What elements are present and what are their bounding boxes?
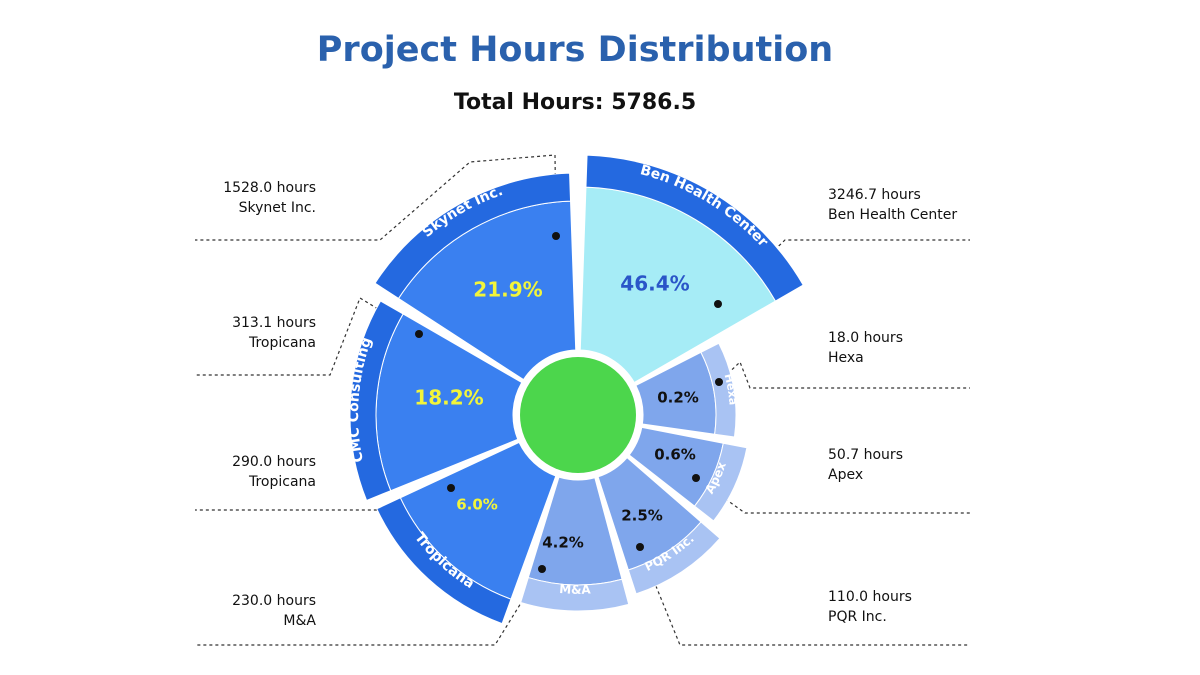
slice-band-m-a <box>520 576 630 612</box>
leader-dot-8 <box>552 232 560 240</box>
pct-label-ben-health-center: 46.4% <box>620 272 689 296</box>
pct-label-skynet-inc: 21.9% <box>473 278 542 302</box>
callout-label-hexa: 18.0 hours Hexa <box>828 330 903 366</box>
callout-label-ben-health-center: 3246.7 hours Ben Health Center <box>828 187 958 223</box>
leader-line-6 <box>195 487 452 511</box>
leader-dot-5 <box>538 565 546 573</box>
band-label-m-a: M&A <box>559 582 592 597</box>
leader-dot-6 <box>447 484 455 492</box>
slice-band-hexa <box>700 342 737 438</box>
slice-band-pqr-inc <box>627 521 721 595</box>
pct-label-pqr-inc: 2.5% <box>621 507 663 525</box>
slice-band-skynet-inc <box>374 172 572 300</box>
pct-label-apex: 0.6% <box>654 446 696 464</box>
slice-band-apex <box>693 442 748 522</box>
leader-dot-7 <box>415 330 423 338</box>
callout-label-apex: 50.7 hours Apex <box>828 447 903 483</box>
callout-label-tropicana-290: 290.0 hours Tropicana <box>232 454 316 490</box>
slice-band-ben-health-center <box>585 154 804 302</box>
chart-subtitle: Total Hours: 5786.5 <box>453 90 697 115</box>
center-circle <box>520 357 636 473</box>
pct-label-m-a: 4.2% <box>542 534 584 552</box>
slice-band-tropicana <box>376 497 512 625</box>
pct-label-cmc-consulting: 18.2% <box>414 386 483 410</box>
leader-dot-2 <box>715 378 723 386</box>
leader-dot-3 <box>692 474 700 482</box>
chart-title: Project Hours Distribution <box>316 30 834 70</box>
callout-label-ma: 230.0 hours M&A <box>232 593 316 629</box>
leader-dot-4 <box>636 543 644 551</box>
leader-dot-1 <box>714 300 722 308</box>
pct-label-hexa: 0.2% <box>657 389 699 407</box>
slice-band-cmc-consulting <box>349 300 404 502</box>
pct-label-tropicana: 6.0% <box>456 496 498 514</box>
callout-label-pqr: 110.0 hours PQR Inc. <box>828 589 912 625</box>
callout-label-skynet: 1528.0 hours Skynet Inc. <box>223 180 316 216</box>
leader-line-7 <box>195 297 420 376</box>
callout-label-tropicana-313: 313.1 hours Tropicana <box>232 315 316 351</box>
leader-line-5 <box>195 568 543 646</box>
